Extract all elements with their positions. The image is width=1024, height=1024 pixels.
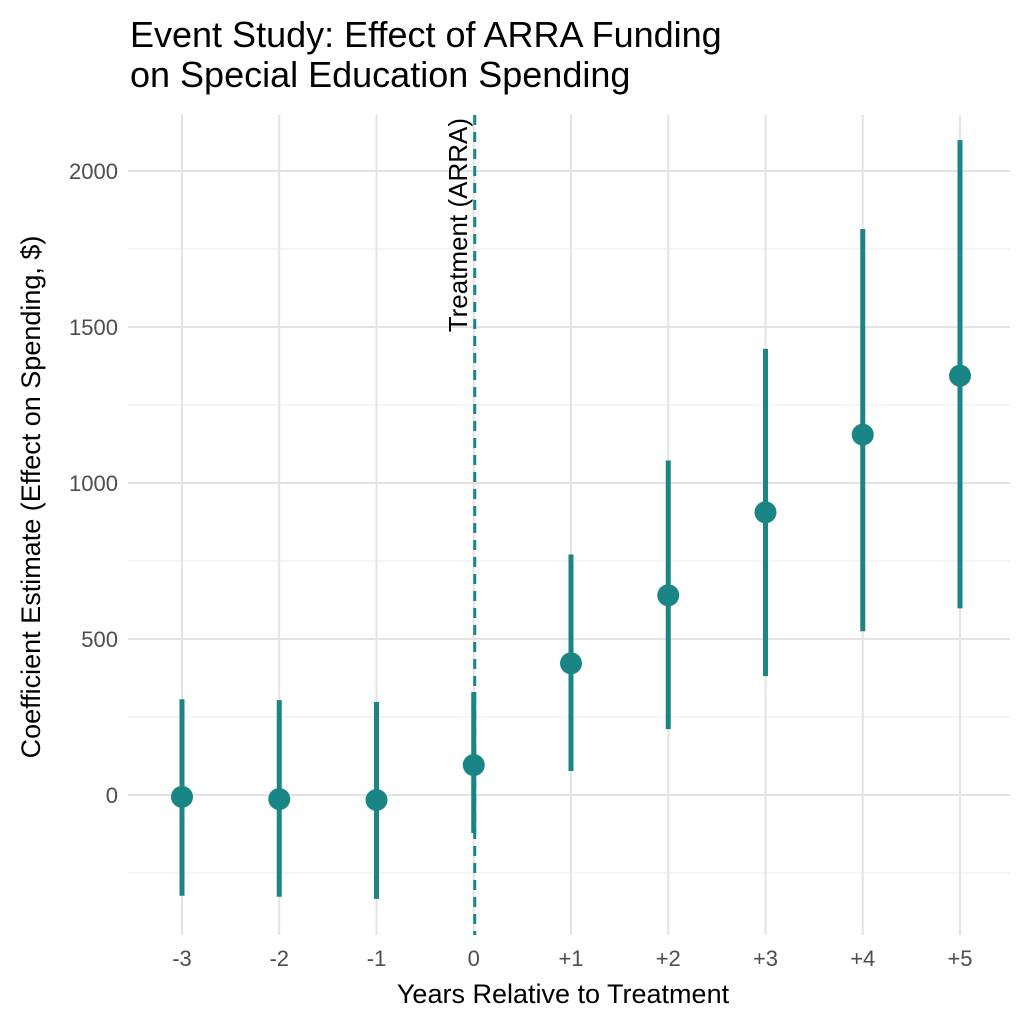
x-tick-label: 0	[468, 946, 480, 971]
treatment-label: Treatment (ARRA)	[443, 118, 473, 332]
estimate-point	[657, 584, 680, 607]
x-tick-label: -3	[172, 946, 192, 971]
x-tick-label: +2	[656, 946, 681, 971]
x-tick-labels: -3 -2 -1 0 +1 +2 +3 +4 +5	[172, 946, 972, 971]
y-axis-title: Coefficient Estimate (Effect on Spending…	[16, 236, 46, 759]
estimate-point	[560, 652, 582, 675]
estimate-point	[754, 501, 777, 524]
chart-title-line-1: Event Study: Effect of ARRA Funding	[130, 14, 722, 55]
x-tick-label: +3	[753, 946, 778, 971]
estimate-point	[365, 788, 388, 811]
x-tick-label: -2	[269, 946, 289, 971]
x-tick-label: +5	[947, 946, 972, 971]
y-tick-label: 2000	[69, 159, 118, 184]
estimates	[171, 140, 971, 899]
gridlines	[128, 115, 1010, 935]
x-tick-label: +4	[850, 946, 875, 971]
estimate-point	[462, 754, 485, 777]
y-tick-label: 500	[81, 627, 118, 652]
estimate-point	[949, 364, 971, 387]
x-tick-label: +1	[558, 946, 583, 971]
x-tick-label: -1	[367, 946, 387, 971]
estimate-point	[171, 785, 193, 808]
treatment-line: Treatment (ARRA)	[443, 115, 477, 935]
y-tick-label: 1500	[69, 315, 118, 340]
y-tick-label: 0	[106, 783, 118, 808]
estimate-point	[851, 423, 874, 446]
estimate-point	[268, 788, 291, 811]
y-tick-labels: 0 500 1000 1500 2000	[69, 159, 118, 808]
chart-title-line-2: on Special Education Spending	[130, 54, 630, 95]
y-tick-label: 1000	[69, 471, 118, 496]
x-axis-title: Years Relative to Treatment	[397, 979, 730, 1009]
